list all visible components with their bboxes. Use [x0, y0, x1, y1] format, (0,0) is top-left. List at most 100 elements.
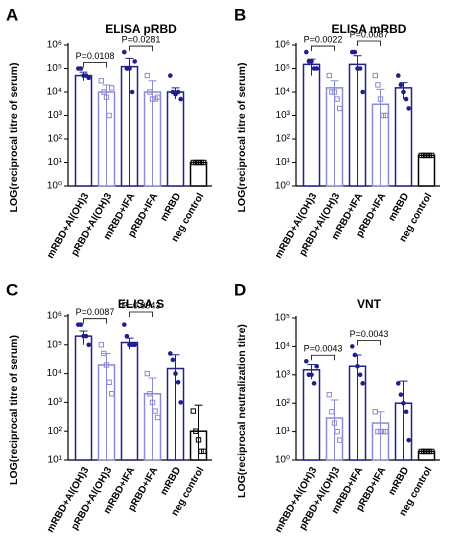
y-tick-label: 10⁴ — [275, 87, 290, 98]
data-point — [403, 96, 409, 102]
chart-title: ELISA pRBD — [105, 22, 177, 36]
data-point — [132, 342, 137, 348]
y-tick-label: 10⁰ — [275, 181, 290, 192]
y-tick-label: 10² — [48, 426, 63, 437]
data-point — [375, 82, 381, 88]
data-point — [372, 72, 379, 79]
data-point — [106, 379, 112, 385]
data-point — [304, 49, 309, 55]
data-point — [178, 96, 183, 102]
significance-bracket — [311, 45, 335, 52]
data-point — [398, 82, 404, 88]
y-axis-label: LOG(reciprocal titre of serum) — [8, 335, 20, 485]
data-point — [314, 363, 320, 369]
y-tick-label: 10¹ — [276, 157, 291, 168]
data-point — [195, 437, 202, 443]
data-point — [406, 437, 412, 443]
data-point — [396, 381, 401, 386]
data-point — [175, 89, 181, 95]
data-point — [406, 106, 412, 111]
data-point — [326, 72, 333, 79]
data-point — [377, 96, 384, 102]
data-point — [147, 391, 153, 397]
data-point — [331, 89, 338, 95]
data-point — [352, 49, 358, 55]
data-point — [78, 322, 84, 327]
data-point — [401, 400, 406, 406]
data-point — [355, 363, 360, 369]
data-point — [155, 414, 161, 421]
p-value: P=0.0087 — [76, 307, 115, 317]
data-point — [331, 420, 338, 426]
bar — [302, 369, 321, 461]
data-point — [334, 96, 340, 102]
data-point — [201, 159, 207, 166]
data-point — [109, 391, 115, 397]
data-point — [396, 73, 401, 78]
data-point — [193, 428, 199, 434]
data-point — [168, 73, 173, 78]
y-tick-label: 10³ — [276, 110, 291, 121]
data-point — [429, 448, 435, 455]
data-point — [129, 89, 135, 95]
data-point — [360, 89, 366, 95]
y-tick-label: 10⁶ — [47, 311, 62, 322]
bar — [394, 87, 413, 187]
data-point — [127, 66, 132, 71]
data-point — [398, 392, 404, 397]
data-point — [329, 409, 335, 415]
data-point — [334, 428, 340, 435]
x-tick-label: mRBD — [159, 465, 184, 497]
panel-letter: C — [6, 280, 18, 299]
data-point — [337, 437, 343, 443]
data-point — [403, 409, 409, 415]
y-tick-label: 10⁶ — [47, 40, 62, 51]
panel-letter: B — [234, 5, 246, 24]
y-tick-label: 10³ — [48, 110, 63, 121]
data-point — [144, 72, 151, 79]
data-point — [86, 342, 91, 348]
data-point — [360, 381, 366, 386]
p-value: P=0.0043 — [304, 344, 343, 354]
data-point — [401, 89, 406, 95]
y-tick-label: 10⁴ — [47, 87, 62, 98]
significance-bracket — [357, 40, 381, 46]
data-point — [144, 370, 151, 377]
data-point — [175, 379, 181, 385]
y-tick-label: 10⁰ — [275, 455, 290, 466]
y-tick-label: 10¹ — [48, 157, 63, 168]
bar — [74, 74, 93, 187]
p-value: P=0.0108 — [76, 51, 115, 61]
data-point — [357, 66, 363, 71]
significance-bracket — [83, 62, 107, 68]
data-point — [109, 85, 115, 91]
data-point — [314, 66, 320, 71]
data-point — [352, 352, 358, 358]
data-point — [337, 105, 343, 112]
bar — [189, 161, 208, 187]
data-point — [311, 381, 317, 386]
significance-bracket — [311, 354, 335, 361]
data-point — [178, 400, 183, 405]
data-point — [106, 112, 112, 119]
data-point — [149, 399, 156, 406]
data-point — [86, 75, 91, 81]
data-point — [372, 409, 379, 415]
y-tick-label: 10¹ — [48, 455, 63, 466]
data-point — [103, 362, 110, 368]
data-point — [155, 94, 161, 100]
bar — [417, 154, 436, 187]
y-tick-label: 10⁴ — [47, 368, 62, 379]
data-point — [152, 408, 158, 414]
data-point — [124, 333, 130, 339]
y-tick-label: 10⁴ — [275, 341, 290, 352]
data-point — [383, 112, 389, 119]
chart-title: VNT — [357, 297, 382, 311]
data-point — [304, 358, 309, 364]
x-tick-label: mRBD — [387, 465, 412, 497]
chart-title: ELISA S — [118, 297, 164, 311]
y-axis-label: LOG(reciprocal titre of serum) — [236, 63, 248, 213]
data-point — [132, 59, 137, 64]
panel-letter: A — [6, 5, 18, 24]
data-point — [98, 342, 104, 348]
